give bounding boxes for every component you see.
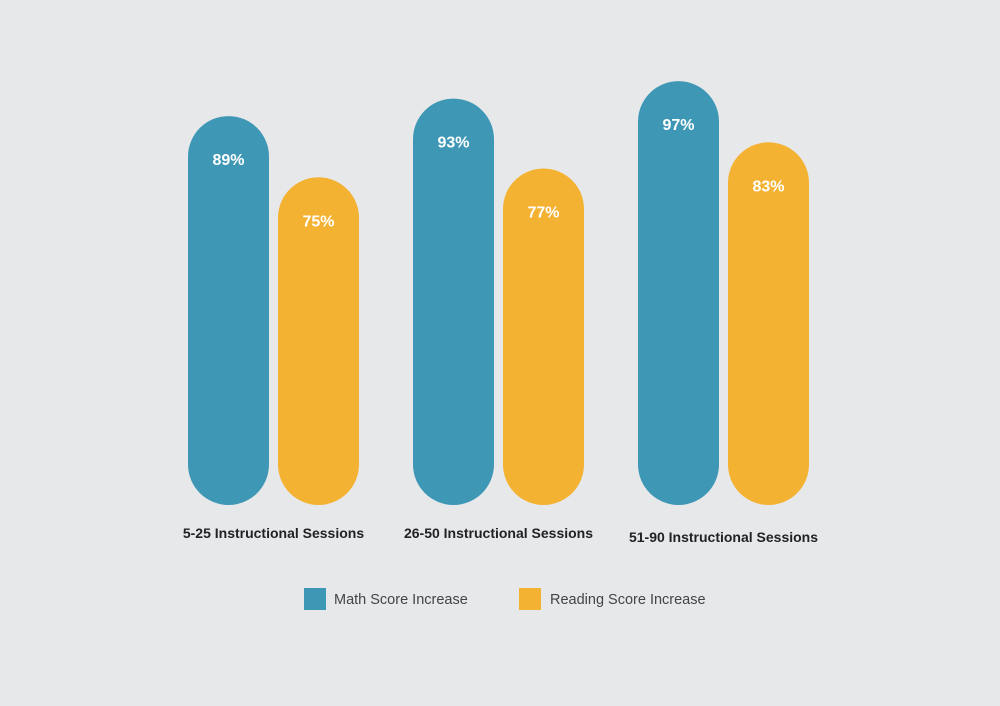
labels-layer: 89% 75% 5-25 Instructional Sessions 93% 77% 2…	[183, 117, 818, 545]
bar-math-3	[638, 81, 719, 506]
bar-reading-1	[278, 177, 359, 505]
legend-label-reading: Reading Score Increase	[550, 592, 706, 608]
category-label: 51-90 Instructional Sessions	[629, 529, 818, 545]
bar-value-label: 97%	[662, 117, 694, 134]
bar-math-2	[413, 98, 494, 505]
bar-value-label: 93%	[437, 135, 469, 152]
legend-swatch-reading	[519, 588, 541, 610]
category-label: 5-25 Instructional Sessions	[183, 525, 364, 541]
bar-reading-2	[503, 168, 584, 505]
bar-value-label: 75%	[302, 213, 334, 230]
legend-swatch-math	[304, 588, 326, 610]
legend-label-math: Math Score Increase	[334, 592, 468, 608]
bar-math-1	[188, 116, 269, 505]
bar-value-label: 77%	[527, 205, 559, 222]
legend: Math Score Increase Reading Score Increas…	[304, 588, 706, 610]
bar-value-label: 89%	[212, 152, 244, 169]
bars-layer	[188, 81, 809, 506]
bar-reading-3	[728, 142, 809, 506]
bar-value-label: 83%	[752, 178, 784, 195]
category-label: 26-50 Instructional Sessions	[404, 525, 593, 541]
